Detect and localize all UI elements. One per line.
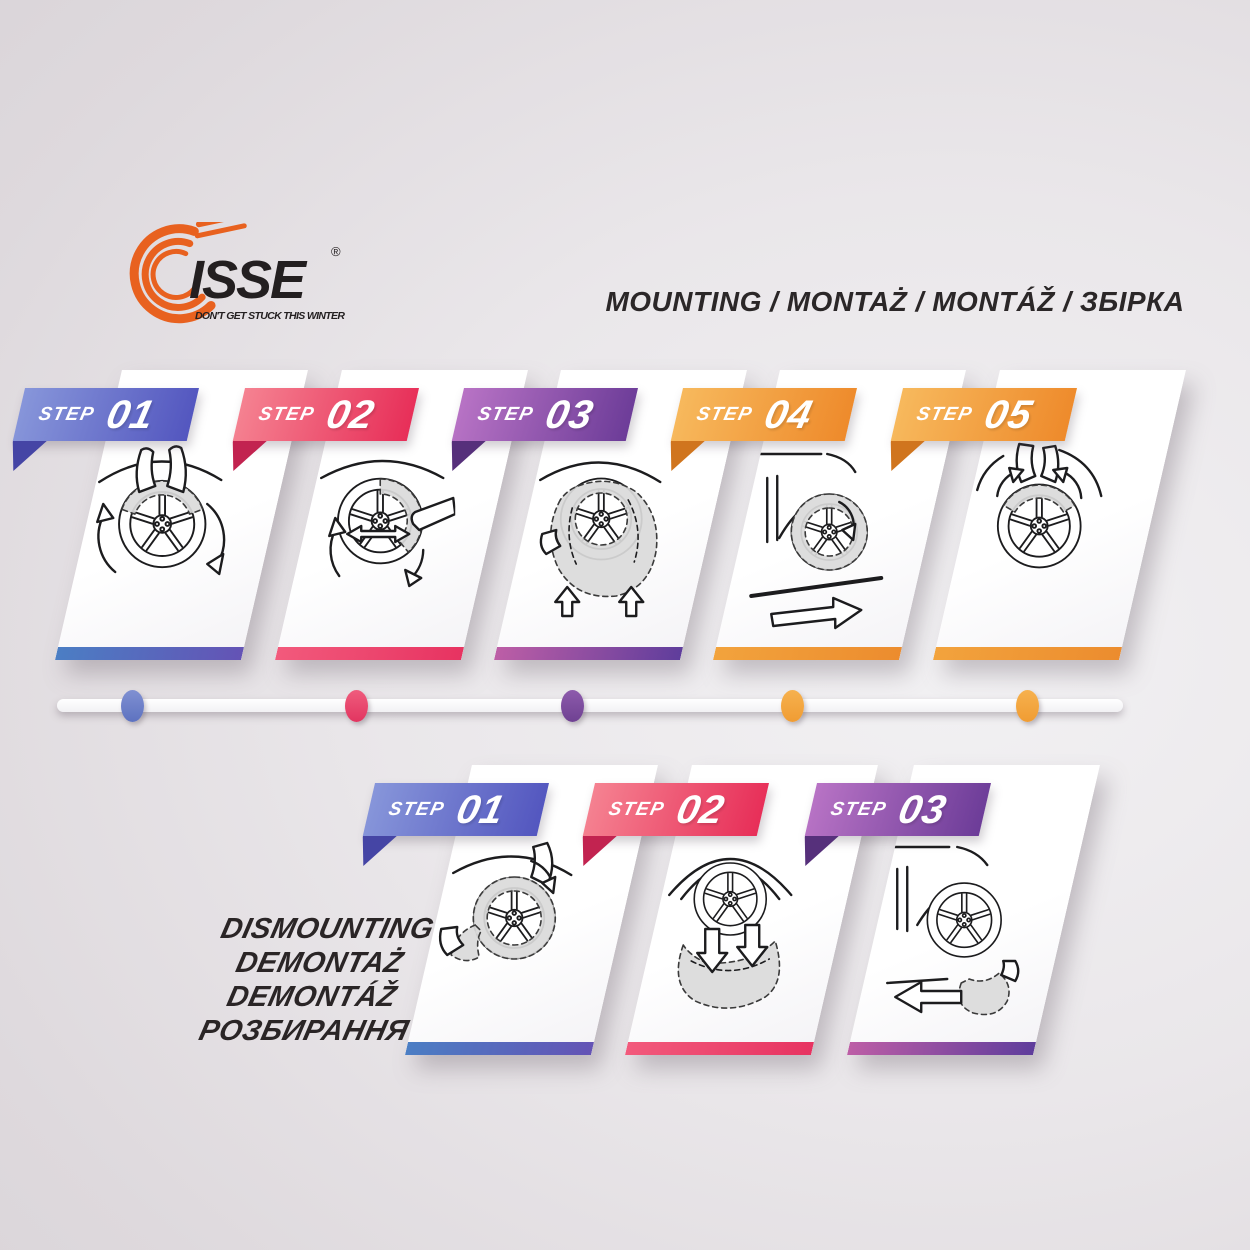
step-number: 04: [760, 392, 818, 437]
header-logo: ISSE ® DON'T GET STUCK THIS WINTER: [105, 206, 350, 330]
timeline-dot-1: [121, 690, 144, 722]
step-banner: STEP 03: [452, 388, 638, 441]
card-surface: [847, 765, 1100, 1055]
step-word: STEP: [475, 403, 537, 425]
card-accent-stripe: [713, 647, 903, 660]
step-number: 03: [894, 787, 952, 832]
card-surface: [713, 370, 966, 660]
step-number: 05: [980, 392, 1038, 437]
step-banner: STEP 05: [891, 388, 1077, 441]
step-banner-fold: [356, 836, 397, 866]
step-word: STEP: [914, 403, 976, 425]
timeline-dot-2: [345, 690, 368, 722]
step-banner: STEP 03: [805, 783, 991, 836]
mounting-title: MOUNTING / MONTAŻ / MONTÁŽ / ЗБІРКА: [605, 286, 1185, 317]
card-accent-stripe: [847, 1042, 1037, 1055]
logo-registered-mark: ®: [331, 244, 341, 259]
card-surface: [494, 370, 747, 660]
logo-tagline: DON'T GET STUCK THIS WINTER: [195, 310, 345, 322]
logo-tire-swoosh-icon: ISSE ® DON'T GET STUCK THIS WINTER: [129, 206, 345, 324]
timeline-dot-4: [781, 690, 804, 722]
mounting-step-5-illustration: [963, 438, 1113, 633]
dismounting-step-1-illustration: [435, 833, 585, 1028]
card-accent-stripe: [625, 1042, 815, 1055]
step-banner-fold: [6, 441, 47, 471]
mounting-step-1-illustration: [85, 438, 235, 633]
dismounting-step-3-illustration: [877, 833, 1027, 1028]
card-surface: [933, 370, 1186, 660]
logo-brand-text: ISSE: [189, 250, 308, 310]
timeline-dot-5: [1016, 690, 1039, 722]
step-card-dismounting-3: STEP 03: [847, 765, 1100, 1055]
mounting-step-3-illustration: [524, 438, 674, 633]
step-card-mounting-2: STEP 02: [275, 370, 528, 660]
step-word: STEP: [256, 403, 318, 425]
step-number: 02: [672, 787, 730, 832]
step-word: STEP: [36, 403, 98, 425]
step-card-dismounting-1: STEP 01: [405, 765, 658, 1055]
card-surface: [625, 765, 878, 1055]
mounting-step-4-illustration: [743, 438, 893, 633]
step-word: STEP: [694, 403, 756, 425]
step-number: 01: [452, 787, 510, 832]
step-number: 03: [541, 392, 599, 437]
step-banner: STEP 01: [13, 388, 200, 441]
card-surface: [275, 370, 528, 660]
card-surface: [55, 370, 308, 660]
card-surface: [405, 765, 658, 1055]
dismounting-step-2-illustration: [655, 833, 805, 1028]
step-banner: STEP 01: [363, 783, 549, 836]
step-card-dismounting-2: STEP 02: [625, 765, 878, 1055]
step-card-mounting-4: STEP 04: [713, 370, 966, 660]
step-number: 02: [322, 392, 380, 437]
step-word: STEP: [606, 798, 668, 820]
step-number: 01: [102, 392, 160, 437]
step-card-mounting-3: STEP 03: [494, 370, 747, 660]
card-accent-stripe: [494, 647, 684, 660]
card-accent-stripe: [933, 647, 1123, 660]
card-accent-stripe: [275, 647, 465, 660]
step-banner: STEP 02: [583, 783, 769, 836]
step-word: STEP: [386, 798, 448, 820]
step-banner: STEP 02: [233, 388, 419, 441]
step-banner: STEP 04: [671, 388, 857, 441]
step-word: STEP: [828, 798, 890, 820]
step-card-mounting-5: STEP 05: [933, 370, 1186, 660]
step-card-mounting-1: STEP 01: [55, 370, 308, 660]
mounting-step-2-illustration: [305, 438, 456, 633]
card-accent-stripe: [55, 647, 245, 660]
card-accent-stripe: [405, 1042, 595, 1055]
timeline-dot-3: [561, 690, 584, 722]
timeline-bar: [57, 699, 1123, 712]
